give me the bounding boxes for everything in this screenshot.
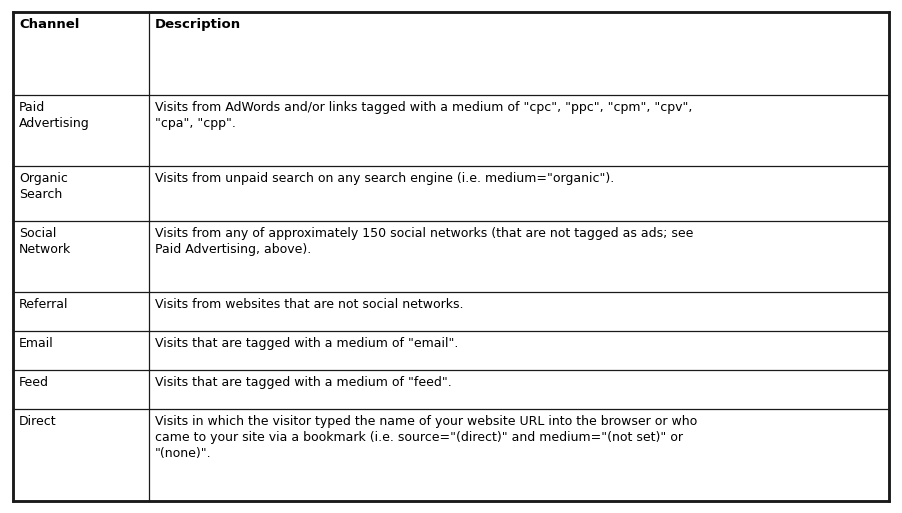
Text: Direct: Direct: [19, 416, 57, 428]
Text: Visits from AdWords and/or links tagged with a medium of "cpc", "ppc", "cpm", "c: Visits from AdWords and/or links tagged …: [155, 101, 692, 130]
Text: Social
Network: Social Network: [19, 227, 71, 256]
Text: Paid
Advertising: Paid Advertising: [19, 101, 90, 130]
Text: Visits in which the visitor typed the name of your website URL into the browser : Visits in which the visitor typed the na…: [155, 416, 697, 460]
Text: Referral: Referral: [19, 298, 69, 311]
Text: Description: Description: [155, 18, 241, 31]
Text: Visits from websites that are not social networks.: Visits from websites that are not social…: [155, 298, 464, 311]
Text: Feed: Feed: [19, 376, 49, 389]
Text: Organic
Search: Organic Search: [19, 172, 68, 201]
Text: Visits from unpaid search on any search engine (i.e. medium="organic").: Visits from unpaid search on any search …: [155, 172, 614, 185]
Text: Channel: Channel: [19, 18, 79, 31]
Text: Email: Email: [19, 337, 54, 350]
Text: Visits from any of approximately 150 social networks (that are not tagged as ads: Visits from any of approximately 150 soc…: [155, 227, 693, 256]
Text: Visits that are tagged with a medium of "feed".: Visits that are tagged with a medium of …: [155, 376, 452, 389]
Text: Visits that are tagged with a medium of "email".: Visits that are tagged with a medium of …: [155, 337, 458, 350]
